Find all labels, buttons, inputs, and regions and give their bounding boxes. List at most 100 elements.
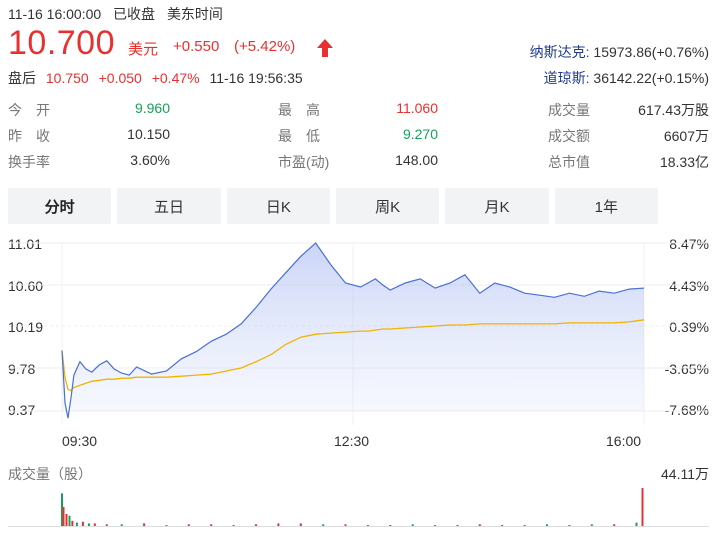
market-state: 已收盘 bbox=[113, 6, 156, 22]
stat-value: 148.00 bbox=[395, 152, 438, 168]
x-tick: 12:30 bbox=[334, 433, 370, 449]
stat-label: 昨 收 bbox=[8, 128, 50, 144]
index-nasdaq[interactable]: 纳斯达克: 15973.86(+0.76%) bbox=[530, 42, 709, 62]
volume-bar bbox=[65, 513, 68, 526]
volume-bar bbox=[366, 525, 369, 526]
timezone-label: 美东时间 bbox=[166, 6, 223, 22]
tab-one-year[interactable]: 1年 bbox=[554, 188, 658, 224]
volume-bar bbox=[501, 525, 504, 526]
volume-bar bbox=[187, 524, 190, 526]
x-tick: 09:30 bbox=[62, 433, 98, 449]
after-hours-label: 盘后 bbox=[8, 70, 36, 86]
volume-bar bbox=[75, 522, 78, 526]
volume-bar bbox=[71, 520, 74, 526]
currency-label: 美元 bbox=[128, 41, 159, 58]
stat-value: 9.270 bbox=[402, 126, 438, 142]
tab-weekly-k[interactable]: 周K bbox=[335, 188, 440, 224]
after-hours-row: 盘后 10.750 +0.050 +0.47% 11-16 19:56:35 bbox=[8, 68, 309, 88]
volume-bars bbox=[8, 488, 709, 527]
volume-bar bbox=[61, 493, 63, 526]
y-tick-price: 9.78 bbox=[8, 361, 36, 377]
after-hours-change-pct: +0.47% bbox=[151, 70, 200, 86]
volume-bar bbox=[62, 507, 65, 526]
stat-label: 今 开 bbox=[8, 102, 50, 118]
volume-bar bbox=[344, 524, 347, 526]
volume-bar bbox=[87, 523, 90, 526]
stat-label: 最 高 bbox=[278, 102, 320, 118]
stat-label: 最 低 bbox=[278, 128, 320, 144]
stat-value: 10.150 bbox=[127, 126, 170, 142]
volume-bar bbox=[590, 524, 593, 526]
index-value: 36142.22(+0.15%) bbox=[593, 70, 709, 86]
y-tick-pct: -7.68% bbox=[664, 402, 709, 418]
after-hours-change: +0.050 bbox=[98, 70, 142, 86]
volume-bar bbox=[210, 524, 213, 526]
volume-bar bbox=[105, 524, 108, 526]
stat-label: 成交额 bbox=[548, 128, 590, 144]
price-change: +0.550 bbox=[173, 38, 220, 55]
index-dow[interactable]: 道琼斯: 36142.22(+0.15%) bbox=[544, 68, 709, 88]
volume-label: 成交量（股） bbox=[8, 466, 92, 482]
volume-bar bbox=[322, 524, 325, 526]
volume-bar bbox=[232, 525, 235, 526]
stat-value: 617.43万股 bbox=[638, 102, 709, 118]
volume-bar bbox=[143, 523, 146, 526]
y-tick-pct: -3.65% bbox=[664, 361, 709, 377]
index-value: 15973.86(+0.76%) bbox=[593, 44, 709, 60]
stat-value: 3.60% bbox=[130, 152, 170, 168]
y-tick-price: 10.60 bbox=[8, 278, 44, 294]
volume-bar bbox=[613, 524, 616, 526]
stat-label: 换手率 bbox=[8, 154, 50, 170]
volume-bar bbox=[478, 524, 481, 526]
tab-five-day[interactable]: 五日 bbox=[117, 188, 221, 224]
tab-intraday[interactable]: 分时 bbox=[8, 188, 112, 224]
stat-value: 18.33亿 bbox=[659, 154, 709, 170]
volume-max: 44.11万 bbox=[661, 466, 709, 482]
y-tick-price: 10.19 bbox=[8, 319, 44, 335]
quote-datetime: 11-16 16:00:00 bbox=[8, 6, 102, 22]
volume-bar bbox=[81, 521, 84, 526]
volume-bar bbox=[546, 524, 548, 526]
stat-value: 9.960 bbox=[134, 100, 170, 116]
volume-bar bbox=[523, 525, 526, 526]
stat-value: 11.060 bbox=[396, 100, 438, 116]
chart-period-tabs: 分时 五日 日K 周K 月K 1年 bbox=[8, 188, 658, 224]
volume-bar bbox=[277, 523, 280, 526]
y-tick-pct: 8.47% bbox=[669, 236, 709, 252]
y-tick-pct: 0.39% bbox=[669, 319, 709, 335]
volume-bar bbox=[389, 525, 392, 526]
volume-bar bbox=[635, 522, 638, 526]
y-tick-price: 11.01 bbox=[8, 236, 42, 252]
volume-bar bbox=[568, 525, 571, 526]
up-arrow-icon bbox=[317, 39, 333, 62]
index-name: 纳斯达克: bbox=[529, 44, 590, 60]
volume-bar bbox=[456, 525, 459, 526]
index-name: 道琼斯: bbox=[543, 70, 590, 86]
price-change-pct: (+5.42%) bbox=[234, 38, 296, 55]
average-price-line bbox=[61, 319, 645, 392]
x-tick: 16:00 bbox=[606, 433, 642, 449]
market-status-row: 11-16 16:00:00 已收盘 美东时间 bbox=[8, 4, 231, 24]
volume-bar bbox=[434, 525, 437, 526]
stat-value: 6607万 bbox=[663, 128, 709, 144]
y-tick-pct: 4.43% bbox=[669, 278, 709, 294]
stat-label: 成交量 bbox=[548, 102, 590, 118]
y-tick-price: 9.37 bbox=[8, 402, 36, 418]
volume-bar bbox=[299, 523, 302, 526]
volume-bar bbox=[411, 524, 414, 526]
after-hours-time: 11-16 19:56:35 bbox=[209, 70, 303, 86]
current-price: 10.700 bbox=[8, 24, 115, 62]
stat-label: 市盈(动) bbox=[278, 154, 330, 170]
stat-label: 总市值 bbox=[548, 154, 590, 170]
volume-bar bbox=[641, 488, 644, 526]
volume-bar bbox=[93, 523, 96, 526]
price-line bbox=[61, 242, 645, 419]
tab-daily-k[interactable]: 日K bbox=[226, 188, 330, 224]
volume-bar bbox=[165, 525, 168, 526]
tab-monthly-k[interactable]: 月K bbox=[445, 188, 549, 224]
after-hours-price: 10.750 bbox=[45, 70, 89, 86]
volume-bar bbox=[120, 524, 123, 526]
volume-bar bbox=[68, 515, 71, 526]
volume-bar bbox=[255, 524, 257, 526]
